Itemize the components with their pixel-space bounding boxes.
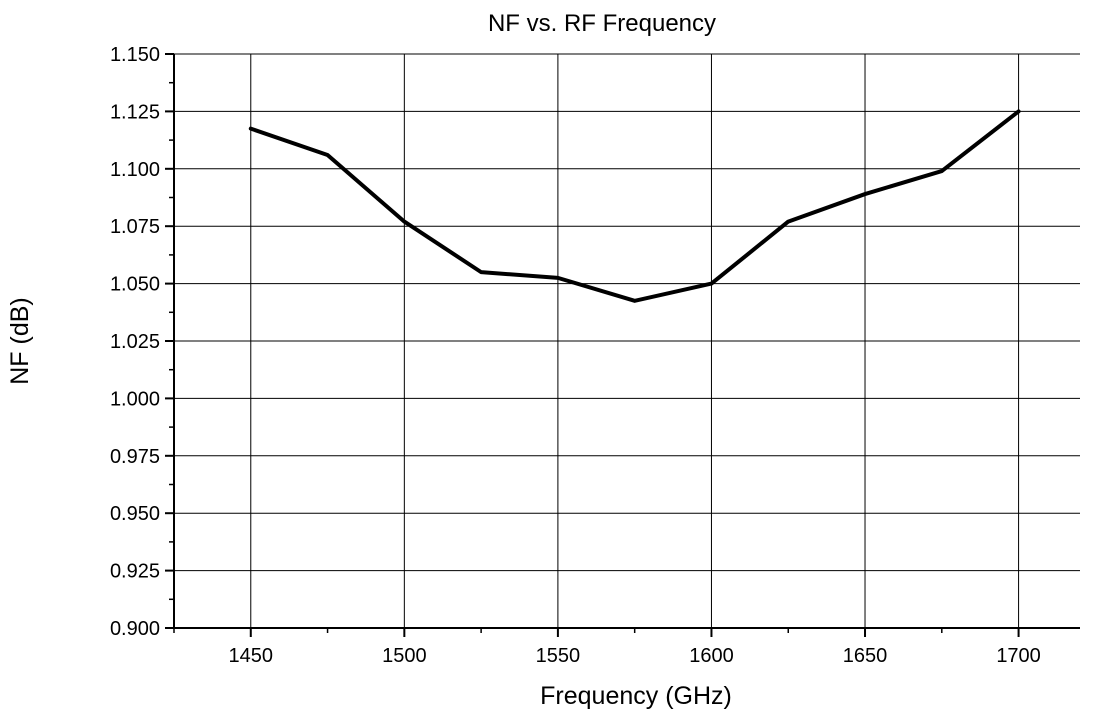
y-axis-title: NF (dB) xyxy=(6,297,34,385)
y-tick-label: 1.050 xyxy=(110,274,160,296)
y-tick-label: 0.925 xyxy=(110,561,160,583)
series-line xyxy=(248,109,1021,303)
grid xyxy=(174,53,1080,628)
data-point xyxy=(557,277,559,279)
x-tick-label: 1600 xyxy=(689,645,734,667)
y-tick-label: 0.975 xyxy=(110,446,160,468)
data-point xyxy=(787,221,789,223)
data-point xyxy=(250,128,252,130)
ticks: 0.900 0.925 0.950 0.975 1.000 1.025 1.050 1.075… xyxy=(110,44,1041,667)
data-point xyxy=(480,271,482,273)
y-tick-label: 1.000 xyxy=(110,388,160,410)
y-tick-label: 0.950 xyxy=(110,503,160,525)
data-point xyxy=(634,300,636,302)
data-point xyxy=(710,283,712,285)
x-tick-label: 1700 xyxy=(996,645,1041,667)
x-axis-title: Frequency (GHz) xyxy=(540,682,732,710)
y-tick-label: 1.075 xyxy=(110,216,160,238)
x-tick-label: 1450 xyxy=(229,645,274,667)
data-point xyxy=(327,154,329,156)
y-tick-label: 1.125 xyxy=(110,101,160,123)
series xyxy=(248,109,1021,303)
y-tick-label: 1.100 xyxy=(110,159,160,181)
y-tick-label: 1.150 xyxy=(110,44,160,66)
x-tick-label: 1650 xyxy=(843,645,888,667)
x-tick-label: 1500 xyxy=(382,645,427,667)
data-point xyxy=(864,193,866,195)
data-point xyxy=(403,221,405,223)
y-tick-label: 1.025 xyxy=(110,331,160,353)
data-point xyxy=(941,170,943,172)
data-point xyxy=(1018,110,1020,112)
x-tick-label: 1550 xyxy=(536,645,581,667)
y-tick-label: 0.900 xyxy=(110,618,160,640)
chart-title: NF vs. RF Frequency xyxy=(488,10,716,37)
